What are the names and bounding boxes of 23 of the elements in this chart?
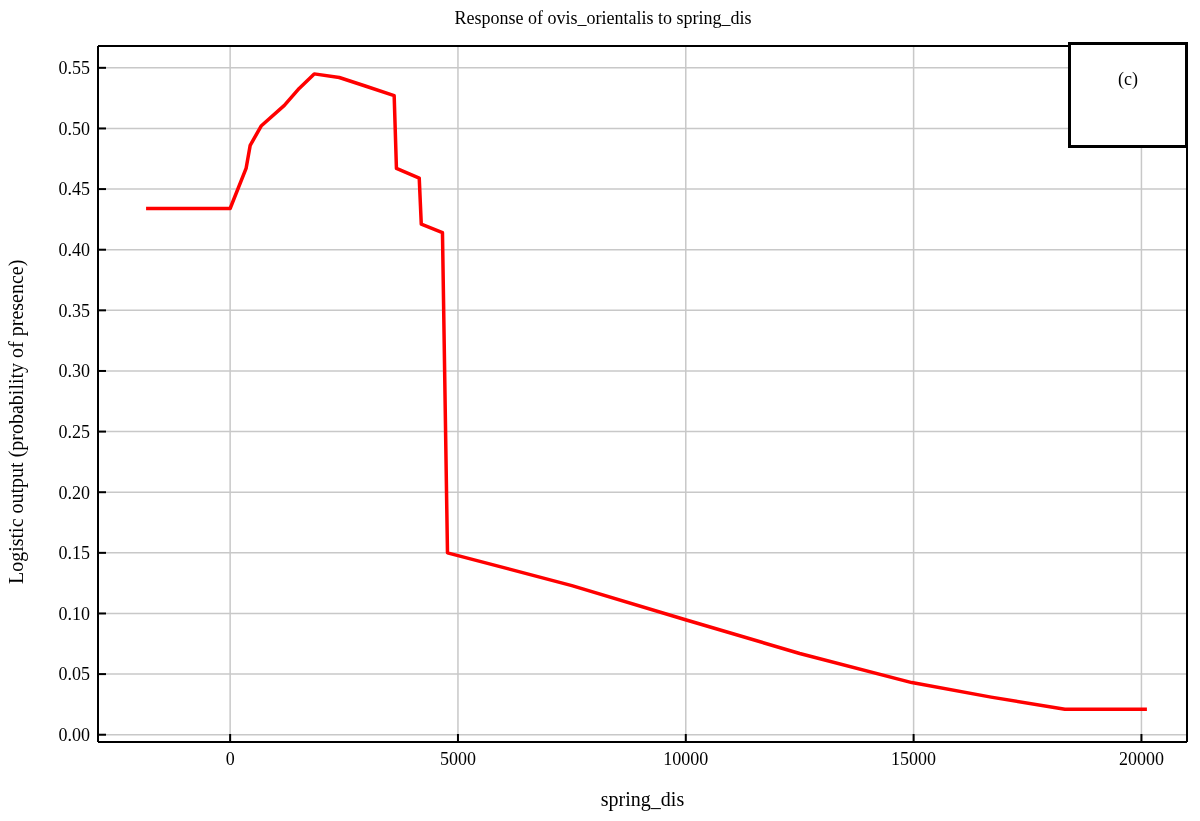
x-tick-label: 15000 (891, 748, 937, 769)
y-tick-label: 0.20 (58, 482, 90, 503)
x-tick-label: 5000 (439, 748, 476, 769)
y-tick-label: 0.10 (58, 603, 90, 624)
label-box: (c) (1068, 42, 1188, 148)
y-axis-title: Logistic output (probability of presence) (5, 259, 29, 584)
y-tick-label: 0.25 (58, 421, 90, 442)
x-axis-title: spring_dis (600, 788, 685, 811)
chart-title: Response of ovis_orientalis to spring_dis (453, 8, 753, 29)
x-tick-label: 10000 (663, 748, 709, 769)
y-tick-label: 0.35 (58, 300, 90, 321)
y-tick-label: 0.05 (58, 664, 90, 685)
y-tick-label: 0.00 (58, 725, 90, 746)
y-tick-label: 0.40 (58, 240, 90, 261)
annotation: (c) (1118, 69, 1138, 91)
y-tick-label: 0.45 (58, 179, 90, 200)
y-tick-label: 0.15 (58, 543, 90, 564)
x-tick-label: 20000 (1118, 748, 1164, 769)
line-series (144, 72, 1149, 712)
y-tick-label: 0.50 (58, 118, 90, 139)
y-tick-label: 0.30 (58, 361, 90, 382)
x-tick-label: 0 (225, 748, 235, 769)
y-tick-label: 0.55 (58, 58, 90, 79)
